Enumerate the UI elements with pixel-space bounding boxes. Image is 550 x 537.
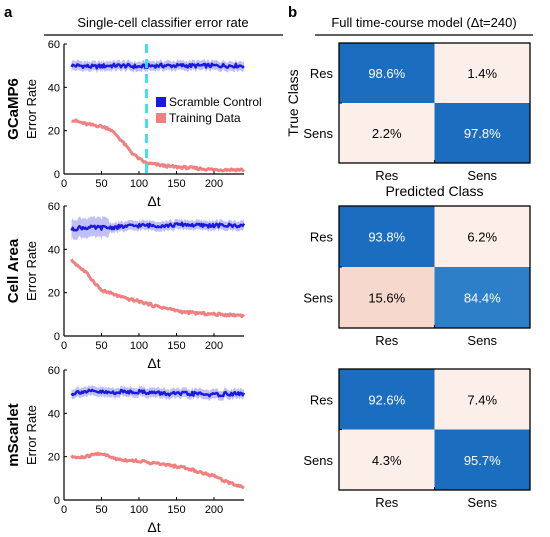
x-tick-label: 200: [205, 178, 223, 190]
cm-cell: [434, 103, 530, 163]
x-tick-label: 0: [61, 504, 67, 516]
x-tick-label: 100: [130, 340, 148, 352]
cm-cell: [434, 206, 530, 267]
panel-b-header: Full time-course model (Δt=240): [331, 15, 516, 30]
cm-cell-label: 84.4%: [464, 291, 501, 306]
scramble-band: [71, 216, 244, 241]
cm-cell: [434, 369, 530, 430]
y-tick-label: 0: [54, 169, 60, 181]
legend-label-scramble: Scramble Control: [169, 95, 262, 109]
cm-row-label: Sens: [303, 453, 333, 468]
cm-cell: [339, 43, 435, 103]
cm-cell-label: 1.4%: [467, 66, 497, 81]
row-label: GCaMP6: [5, 78, 22, 140]
y-tick-label: 20: [48, 288, 60, 300]
row-label: mScarlet: [5, 403, 22, 466]
legend-label-training: Training Data: [169, 111, 241, 125]
cm-col-label: Sens: [467, 168, 497, 183]
series-scramble-control: [70, 62, 245, 70]
legend-swatch-training: [156, 113, 166, 123]
cm-cell-label: 15.6%: [368, 291, 405, 306]
cm-cell: [339, 206, 435, 267]
cm-row-label: Sens: [303, 291, 333, 306]
x-tick-label: 200: [205, 340, 223, 352]
series-training-data: [70, 451, 245, 490]
cm-row-label: Res: [310, 66, 334, 81]
panel-a-label: a: [4, 4, 13, 21]
cm-row-label: Sens: [303, 126, 333, 141]
confusion-matrix-2: 93.8% 6.2% 15.6% 84.4% Res Sens Res Sens: [303, 205, 531, 348]
x-tick-label: 50: [95, 178, 107, 190]
cm-cell: [339, 267, 435, 328]
y-tick-label: 40: [48, 244, 60, 256]
y-tick-label: 60: [48, 39, 60, 51]
y-tick-label: 0: [54, 331, 60, 343]
cm-cell-label: 97.8%: [464, 126, 501, 141]
cm-cell: [339, 429, 435, 490]
cm-cell: [434, 43, 530, 103]
y-tick-label: 40: [48, 408, 60, 420]
x-axis-label: Δt: [147, 193, 160, 209]
cm-cell-label: 7.4%: [467, 392, 497, 407]
x-tick-label: 150: [167, 504, 185, 516]
y-tick-label: 60: [48, 201, 60, 213]
panel-b-label: b: [288, 4, 297, 21]
cm-row-label: Res: [310, 392, 334, 407]
y-axis-label: Error Rate: [24, 405, 39, 465]
cm-x-axis-label: Predicted Class: [385, 183, 483, 199]
cm-col-label: Sens: [467, 333, 497, 348]
x-tick-label: 150: [167, 178, 185, 190]
cm-col-label: Res: [375, 333, 399, 348]
series-training-data: [70, 258, 246, 319]
cm-y-axis-label: True Class: [285, 69, 301, 136]
cm-cell-label: 93.8%: [368, 230, 405, 245]
legend-swatch-scramble: [156, 97, 166, 107]
y-tick-label: 40: [48, 82, 60, 94]
cm-cell-label: 95.7%: [464, 453, 501, 468]
cm-col-label: Sens: [467, 495, 497, 510]
y-axis-label: Error Rate: [24, 241, 39, 301]
series-scramble-control: [70, 221, 246, 232]
panel-a-header: Single-cell classifier error rate: [77, 15, 248, 30]
x-axis-label: Δt: [147, 355, 160, 371]
cm-cell-label: 6.2%: [467, 230, 497, 245]
x-tick-label: 200: [205, 504, 223, 516]
x-axis-label: Δt: [147, 519, 160, 535]
legend: Scramble Control Training Data: [156, 95, 262, 125]
cm-cell-label: 4.3%: [372, 453, 402, 468]
cm-cell: [339, 369, 435, 430]
cm-row-label: Res: [310, 230, 334, 245]
cm-cell-label: 98.6%: [368, 66, 405, 81]
cm-cell-label: 92.6%: [368, 392, 405, 407]
cm-cell: [339, 103, 435, 163]
x-tick-label: 50: [95, 504, 107, 516]
cm-cell-label: 2.2%: [372, 126, 402, 141]
x-tick-label: 0: [61, 340, 67, 352]
y-tick-label: 60: [48, 365, 60, 377]
y-tick-label: 0: [54, 495, 60, 507]
x-tick-label: 50: [95, 340, 107, 352]
cm-col-label: Res: [375, 168, 399, 183]
cm-cell: [434, 267, 530, 328]
y-tick-label: 20: [48, 452, 60, 464]
x-tick-label: 0: [61, 178, 67, 190]
confusion-matrix-3: 92.6% 7.4% 4.3% 95.7% Res Sens Res Sens: [303, 368, 531, 510]
cm-col-label: Res: [375, 495, 399, 510]
cm-cell: [434, 429, 530, 490]
series-training-data: [71, 118, 245, 173]
x-tick-label: 100: [130, 178, 148, 190]
y-tick-label: 20: [48, 126, 60, 138]
y-axis-label: Error Rate: [24, 79, 39, 139]
series-scramble-control: [70, 388, 246, 398]
x-tick-label: 100: [130, 504, 148, 516]
x-tick-label: 150: [167, 340, 185, 352]
row-label: Cell Area: [5, 238, 22, 303]
